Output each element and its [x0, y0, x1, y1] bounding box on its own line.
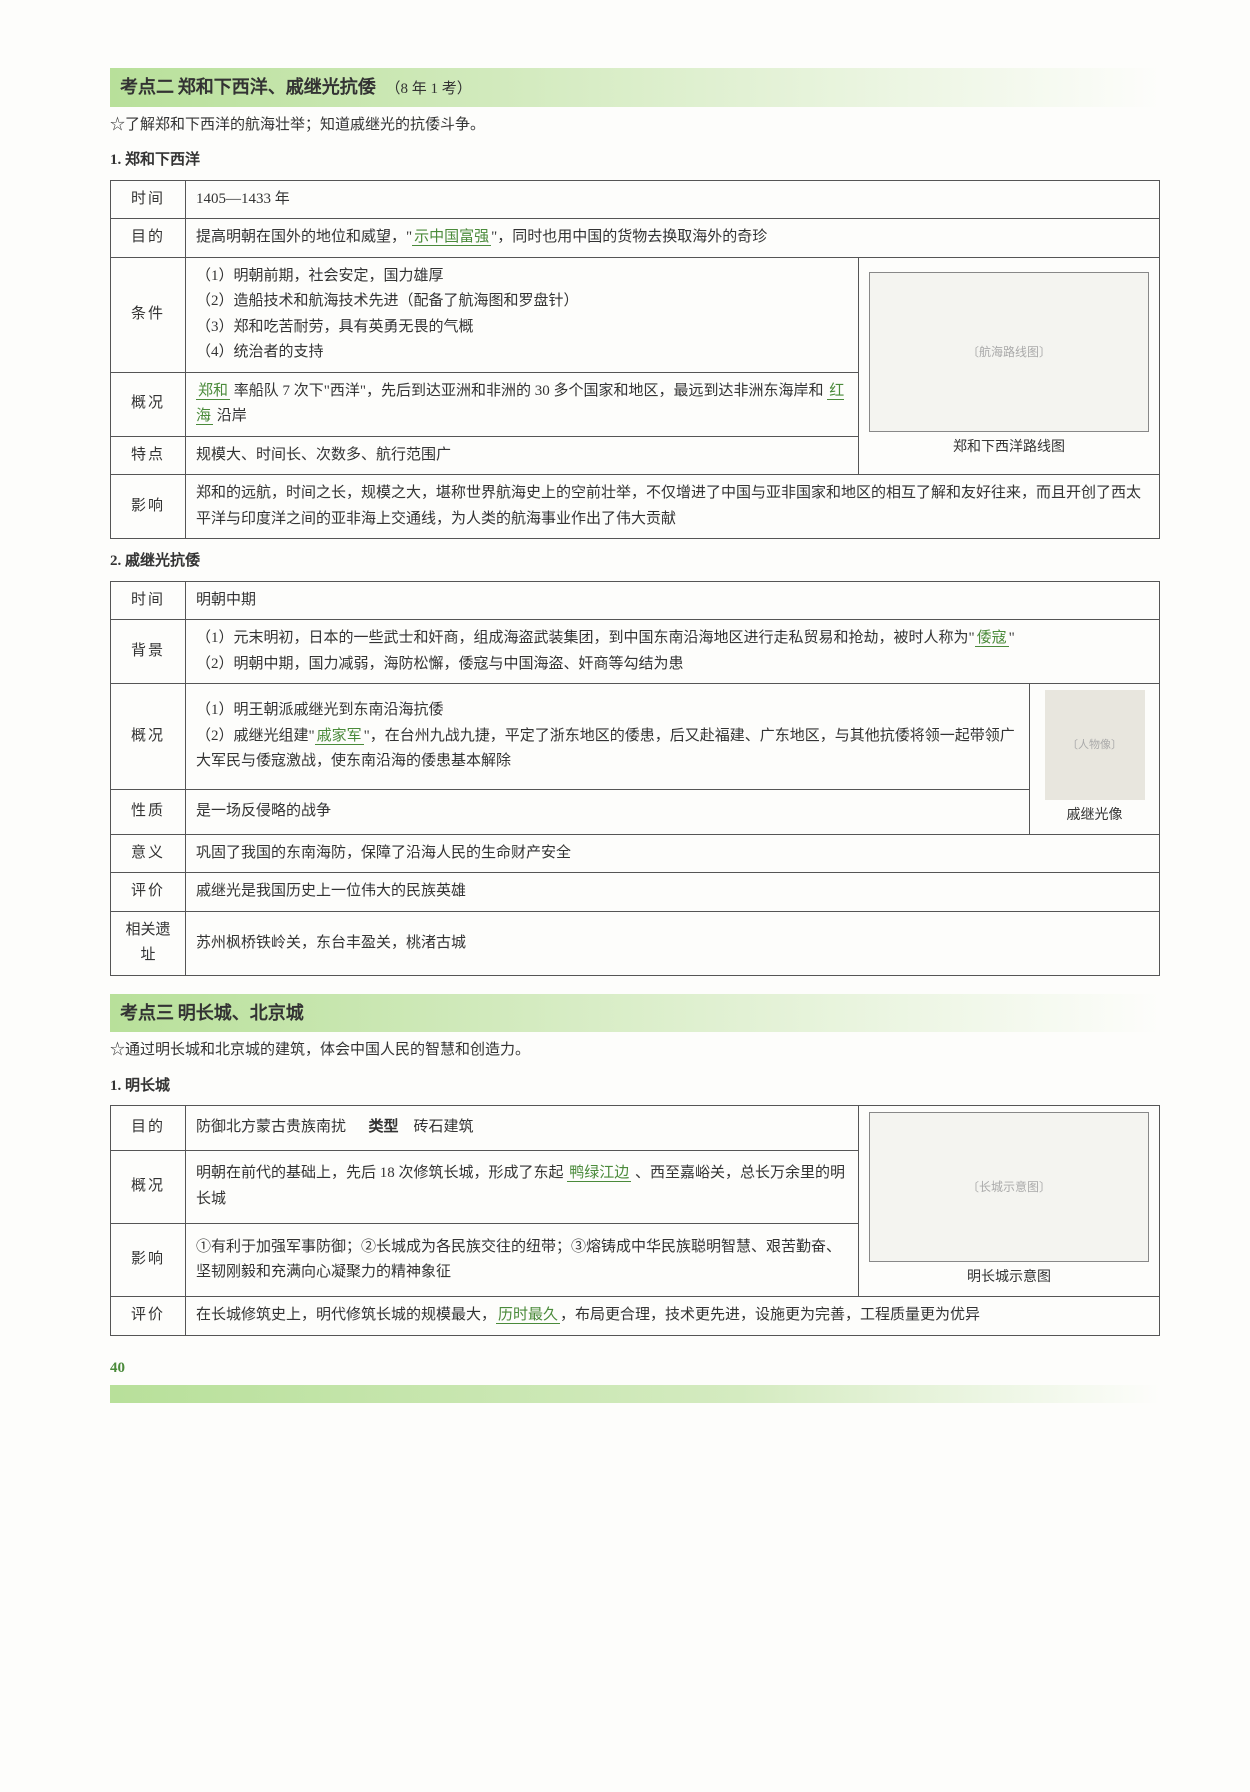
fill-blank: 历时最久 — [496, 1307, 560, 1324]
fill-blank: 郑和 — [196, 383, 230, 400]
subsection-title: 1. 明长城 — [110, 1074, 1160, 1100]
cell-value: 1405—1433 年 — [186, 180, 1160, 219]
cell-label: 概况 — [111, 1150, 186, 1223]
map-image: 〔航海路线图〕 — [869, 272, 1149, 432]
cell-label: 相关遗址 — [111, 911, 186, 975]
section-label: 考点二 — [120, 77, 174, 97]
table-changcheng: 目的 防御北方蒙古贵族南扰 类型 砖石建筑 〔长城示意图〕 明长城示意图 概况 … — [110, 1105, 1160, 1335]
portrait-cell: 〔人物像〕 戚继光像 — [1030, 684, 1160, 835]
cell-value: ①有利于加强军事防御；②长城成为各民族交往的纽带；③熔铸成中华民族聪明智慧、艰苦… — [186, 1223, 859, 1296]
cell-label: 评价 — [111, 873, 186, 912]
map-image: 〔长城示意图〕 — [869, 1112, 1149, 1262]
cell-label: 特点 — [111, 436, 186, 475]
cell-value: 规模大、时间长、次数多、航行范围广 — [186, 436, 859, 475]
cell-value: 是一场反侵略的战争 — [186, 789, 1030, 834]
cell-label: 时间 — [111, 581, 186, 620]
cell-value: （1）明王朝派戚继光到东南沿海抗倭 （2）戚继光组建"戚家军"，在台州九战九捷，… — [186, 684, 1030, 789]
inline-label: 类型 — [369, 1119, 399, 1135]
section-label: 考点三 — [120, 1003, 174, 1023]
fill-blank: 鸭绿江边 — [567, 1165, 631, 1182]
section-title: 明长城、北京城 — [178, 1003, 304, 1023]
section-header-3: 考点三 明长城、北京城 — [110, 994, 1160, 1033]
cell-value: 巩固了我国的东南海防，保障了沿海人民的生命财产安全 — [186, 834, 1160, 873]
cell-label: 概况 — [111, 684, 186, 789]
cell-value: 防御北方蒙古贵族南扰 类型 砖石建筑 — [186, 1106, 859, 1150]
fill-blank: 示中国富强 — [412, 229, 491, 246]
cell-value: 提高明朝在国外的地位和威望，"示中国富强"，同时也用中国的货物去换取海外的奇珍 — [186, 219, 1160, 258]
map-cell: 〔航海路线图〕 郑和下西洋路线图 — [859, 257, 1160, 475]
section-intro: ☆了解郑和下西洋的航海壮举；知道戚继光的抗倭斗争。 — [110, 113, 1160, 139]
cell-label: 目的 — [111, 219, 186, 258]
fill-blank: 倭寇 — [975, 630, 1009, 647]
cell-value: 明朝在前代的基础上，先后 18 次修筑长城，形成了东起 鸭绿江边 、西至嘉峪关，… — [186, 1150, 859, 1223]
cell-label: 概况 — [111, 372, 186, 436]
map-cell: 〔长城示意图〕 明长城示意图 — [859, 1106, 1160, 1297]
cell-label: 评价 — [111, 1297, 186, 1336]
cell-value: 戚继光是我国历史上一位伟大的民族英雄 — [186, 873, 1160, 912]
cell-value: （1）明朝前期，社会安定，国力雄厚 （2）造船技术和航海技术先进（配备了航海图和… — [186, 257, 859, 372]
cell-value: 在长城修筑史上，明代修筑长城的规模最大，历时最久，布局更合理，技术更先进，设施更… — [186, 1297, 1160, 1336]
cell-value: 郑和的远航，时间之长，规模之大，堪称世界航海史上的空前壮举，不仅增进了中国与亚非… — [186, 475, 1160, 539]
footer-bar — [110, 1385, 1160, 1403]
map-caption: 明长城示意图 — [869, 1266, 1149, 1290]
table-qijiguang: 时间 明朝中期 背景 （1）元末明初，日本的一些武士和奸商，组成海盗武装集团，到… — [110, 581, 1160, 976]
cell-label: 影响 — [111, 1223, 186, 1296]
table-zhenghe: 时间 1405—1433 年 目的 提高明朝在国外的地位和威望，"示中国富强"，… — [110, 180, 1160, 540]
section-tag: （8 年 1 考） — [386, 81, 472, 97]
section-title: 郑和下西洋、戚继光抗倭 — [178, 77, 376, 97]
cell-label: 影响 — [111, 475, 186, 539]
subsection-title: 2. 戚继光抗倭 — [110, 549, 1160, 575]
section-header-2: 考点二 郑和下西洋、戚继光抗倭 （8 年 1 考） — [110, 68, 1160, 107]
map-caption: 郑和下西洋路线图 — [869, 436, 1149, 460]
fill-blank: 戚家军 — [315, 728, 364, 745]
cell-label: 性质 — [111, 789, 186, 834]
page-number: 40 — [110, 1356, 1160, 1382]
cell-label: 目的 — [111, 1106, 186, 1150]
cell-value: 郑和 率船队 7 次下"西洋"，先后到达亚洲和非洲的 30 多个国家和地区，最远… — [186, 372, 859, 436]
cell-label: 意义 — [111, 834, 186, 873]
cell-value: 明朝中期 — [186, 581, 1160, 620]
portrait-caption: 戚继光像 — [1040, 804, 1149, 828]
cell-value: （1）元末明初，日本的一些武士和奸商，组成海盗武装集团，到中国东南沿海地区进行走… — [186, 620, 1160, 684]
cell-label: 条件 — [111, 257, 186, 372]
cell-label: 背景 — [111, 620, 186, 684]
cell-label: 时间 — [111, 180, 186, 219]
section-intro: ☆通过明长城和北京城的建筑，体会中国人民的智慧和创造力。 — [110, 1038, 1160, 1064]
portrait-image: 〔人物像〕 — [1045, 690, 1145, 800]
subsection-title: 1. 郑和下西洋 — [110, 148, 1160, 174]
cell-value: 苏州枫桥铁岭关，东台丰盈关，桃渚古城 — [186, 911, 1160, 975]
